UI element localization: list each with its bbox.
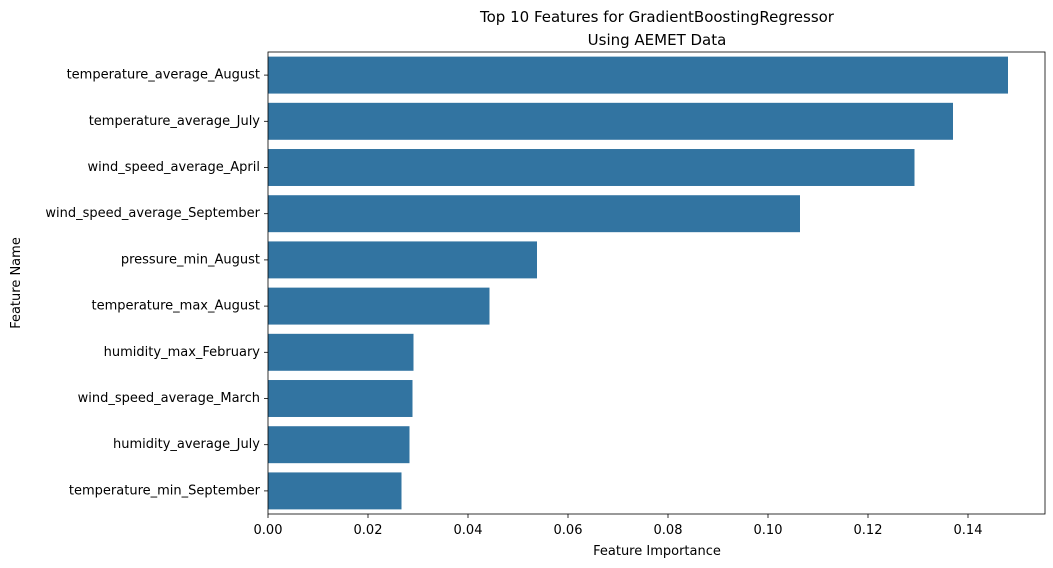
x-tick-label: 0.02: [354, 523, 383, 538]
bar-wind_speed_average_March: [268, 380, 413, 417]
x-tick-label: 0.10: [754, 523, 783, 538]
bar-humidity_average_July: [268, 426, 410, 464]
x-tick-label: 0.00: [254, 523, 283, 538]
bar-temperature_average_August: [268, 56, 1008, 94]
bars-group: [268, 56, 1008, 510]
bar-wind_speed_average_September: [268, 195, 800, 233]
x-axis-ticks: 0.00 0.02 0.04 0.06 0.08 0.10 0.12 0.14: [254, 514, 983, 538]
y-tick-label: humidity_average_July: [113, 437, 260, 452]
bar-temperature_average_July: [268, 102, 953, 140]
x-tick-label: 0.08: [654, 523, 683, 538]
chart-title-line-1: Top 10 Features for GradientBoostingRegr…: [479, 8, 835, 26]
y-tick-label: temperature_min_September: [69, 483, 261, 498]
y-tick-label: wind_speed_average_September: [45, 206, 260, 221]
y-tick-label: temperature_average_August: [67, 68, 260, 83]
y-axis-label: Feature Name: [9, 237, 24, 329]
y-tick-label: wind_speed_average_March: [78, 391, 260, 406]
y-tick-label: humidity_max_February: [104, 345, 261, 360]
x-tick-label: 0.14: [954, 523, 983, 538]
y-axis-ticks: temperature_average_August temperature_av…: [45, 68, 268, 498]
bar-humidity_max_February: [268, 333, 414, 371]
y-tick-label: temperature_average_July: [89, 114, 261, 129]
bar-pressure_min_August: [268, 241, 537, 279]
y-tick-label: wind_speed_average_April: [88, 160, 260, 175]
x-tick-label: 0.04: [454, 523, 483, 538]
y-tick-label: pressure_min_August: [121, 252, 260, 267]
chart-title-line-2: Using AEMET Data: [588, 31, 727, 49]
x-tick-label: 0.12: [854, 523, 883, 538]
bar-temperature_max_August: [268, 287, 490, 325]
plot-frame: [267, 51, 1046, 515]
x-axis-label: Feature Importance: [593, 544, 721, 559]
x-tick-label: 0.06: [554, 523, 583, 538]
bar-wind_speed_average_April: [268, 149, 915, 186]
bar-temperature_min_September: [268, 472, 402, 510]
y-tick-label: temperature_max_August: [91, 299, 260, 314]
